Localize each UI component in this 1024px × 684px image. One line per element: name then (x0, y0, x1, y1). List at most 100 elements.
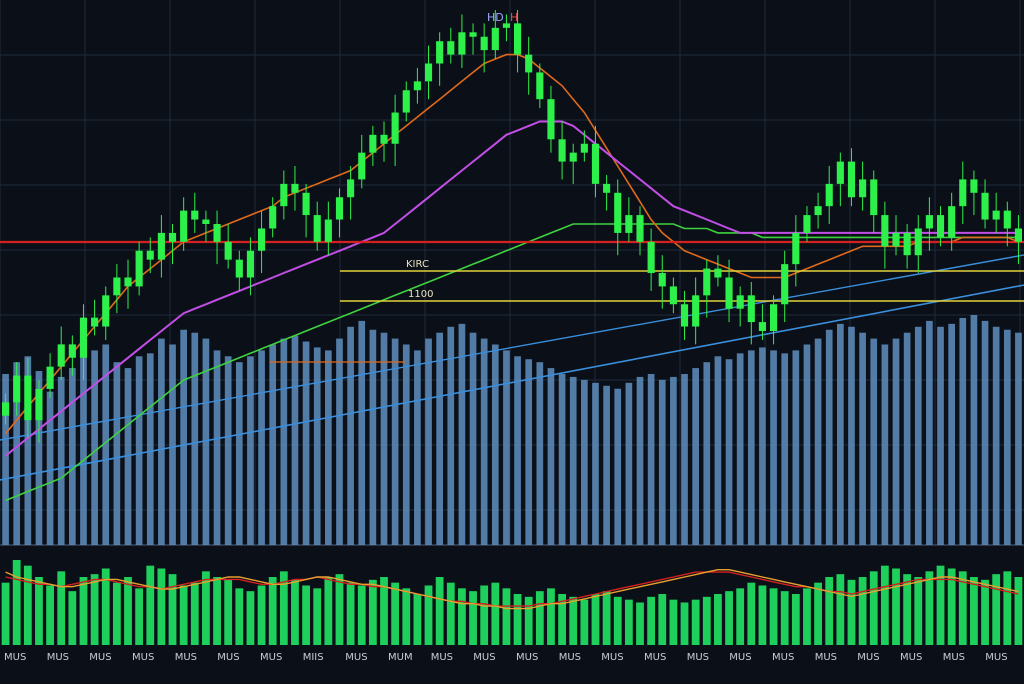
volume-bar (191, 332, 199, 545)
candle-body (502, 23, 510, 28)
volume-bar (91, 350, 98, 545)
candle-body (113, 277, 121, 296)
candle-body (46, 366, 54, 389)
lower-volume-bar (101, 568, 110, 645)
lower-volume-bar (346, 582, 355, 645)
volume-bar (347, 326, 354, 545)
lower-volume-bar (357, 585, 366, 645)
lower-volume-bar (714, 594, 722, 645)
volume-bar (202, 338, 210, 545)
volume-bar (180, 329, 187, 545)
lower-volume-bar (847, 579, 856, 645)
candle-body (680, 304, 689, 327)
lower-volume-bar (46, 585, 54, 645)
candle-body (692, 295, 700, 327)
volume-bar (135, 356, 143, 545)
x-tick-label: MUS (729, 652, 751, 663)
candle-body (424, 63, 433, 82)
lower-volume-bar (925, 571, 934, 645)
candle-body (335, 197, 344, 220)
lower-volume-bar (190, 582, 199, 645)
volume-bar (491, 344, 499, 545)
volume-bar (614, 388, 622, 545)
volume-bar (369, 329, 377, 545)
candle-body (669, 286, 677, 305)
volume-bar (235, 362, 243, 545)
lower-volume-bar (624, 599, 633, 645)
moving-average-magenta (4, 120, 1019, 457)
lower-volume-bar (691, 599, 700, 645)
candle-body (536, 72, 544, 100)
candle-body (258, 228, 266, 251)
lower-volume-bar (569, 596, 578, 645)
moving-average-green (5, 223, 1019, 502)
lower-volume-bar (23, 565, 32, 645)
candle-body (157, 232, 165, 260)
lower-volume-bar (368, 579, 377, 645)
x-tick-label: MUS (687, 652, 709, 663)
volume-bar (380, 332, 388, 545)
x-tick-label: MUS (985, 652, 1007, 663)
candle-body (57, 344, 65, 367)
lower-volume-bar (1014, 577, 1023, 645)
candle-body (391, 112, 399, 144)
lower-volume-bar (947, 568, 956, 645)
volume-bar (13, 362, 21, 545)
price-level-label: KIRC (406, 259, 429, 270)
volume-bar (391, 338, 399, 545)
candle-body (413, 81, 421, 91)
candle-body (358, 152, 366, 180)
candle-body (781, 264, 789, 305)
lower-volume-bar (981, 579, 989, 645)
lower-volume-bar (769, 588, 778, 645)
volume-bars (2, 315, 1022, 545)
lower-volume-bar (79, 577, 88, 645)
lower-volume-bar (892, 568, 900, 645)
x-tick-label: MUS (431, 652, 453, 663)
volume-bar (870, 338, 878, 545)
volume-bar (736, 353, 744, 545)
lower-volume-bar (880, 565, 889, 645)
volume-bar (926, 320, 933, 545)
lower-volume-bar (124, 577, 132, 645)
lower-volume-bar (547, 588, 555, 645)
lower-volume-bar (90, 574, 99, 645)
volume-bar (914, 326, 922, 545)
lower-volume-bar (702, 596, 711, 645)
candle-body (903, 232, 911, 256)
volume-bar (113, 362, 121, 545)
lower-volume-bar (313, 588, 322, 645)
lower-volume-bar (168, 574, 177, 645)
lower-volume-bar (157, 568, 166, 645)
candle-body (269, 206, 277, 229)
candle-body (525, 54, 533, 73)
candle-body (580, 143, 588, 153)
lower-volume-bar (57, 571, 66, 645)
candle-body (68, 344, 76, 358)
volume-bar (536, 362, 544, 545)
candle-body (369, 134, 377, 153)
volume-bar (146, 353, 154, 545)
volume-bar (2, 373, 9, 545)
candle-body (547, 99, 555, 140)
candle-body (814, 206, 822, 216)
candle-body (981, 192, 989, 220)
candle-body (970, 179, 978, 193)
volume-bar (937, 326, 944, 545)
lower-volume-bar (936, 565, 945, 645)
volume-bar (425, 338, 432, 545)
volume-bar (525, 359, 533, 545)
price-level-label: 1100 (408, 289, 433, 300)
candle-body (402, 90, 410, 113)
lower-volume-bar (736, 588, 745, 645)
candle-body (514, 23, 522, 55)
candle-body (458, 32, 466, 55)
lower-volume-bar (580, 599, 589, 645)
lower-volume-bar (780, 591, 789, 645)
candle-body (24, 375, 32, 421)
candle-body (124, 277, 132, 287)
lower-volume-bar (613, 596, 622, 645)
lower-volume-bar (803, 588, 811, 645)
